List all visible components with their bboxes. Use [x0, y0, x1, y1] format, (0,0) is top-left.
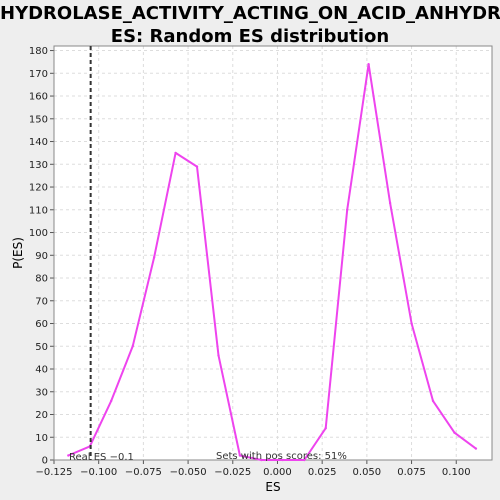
grid-lines [53, 46, 492, 461]
data-point [367, 62, 370, 66]
y-tick-label: 160 [29, 92, 48, 103]
data-point [217, 354, 220, 357]
y-tick-label: 90 [35, 251, 48, 262]
x-tick-label: 0.075 [397, 467, 426, 478]
y-tick-label: 180 [29, 46, 48, 57]
data-point [195, 165, 199, 168]
data-point [281, 458, 284, 462]
data-point [110, 399, 113, 403]
pos-scores-annotation: Sets with pos scores: 51% [216, 451, 347, 462]
data-point [303, 458, 306, 462]
data-point [346, 208, 349, 211]
y-tick-label: 110 [29, 205, 48, 216]
series-line [67, 63, 477, 461]
chart-title: HYDROLASE_ACTIVITY_ACTING_ON_ACID_ANHYDR… [0, 0, 500, 48]
data-point [431, 399, 435, 403]
y-tick-label: 170 [29, 69, 48, 80]
y-tick-label: 130 [29, 160, 48, 171]
data-point [474, 447, 478, 450]
y-tick-label: 80 [35, 274, 48, 285]
data-point [453, 431, 456, 434]
y-tick-label: 0 [42, 456, 48, 467]
y-tick-label: 50 [35, 342, 48, 353]
x-tick-label: −0.100 [80, 467, 117, 478]
data-point [174, 151, 177, 155]
plot-area [54, 46, 492, 460]
y-axis-label: P(ES) [11, 237, 25, 269]
y-tick-label: 150 [29, 114, 48, 125]
y-tick-label: 10 [35, 433, 48, 444]
data-point [67, 454, 70, 457]
x-tick-label: −0.075 [125, 467, 162, 478]
data-point [410, 322, 413, 325]
y-tick-label: 20 [35, 410, 48, 421]
x-tick-label: −0.050 [170, 467, 207, 478]
data-point [324, 427, 327, 430]
data-point [388, 201, 392, 205]
x-tick-label: −0.125 [35, 467, 72, 478]
x-axis-label: ES [265, 480, 280, 494]
x-tick-label: 0.100 [442, 467, 471, 478]
data-point [152, 256, 156, 259]
y-tick-label: 100 [29, 228, 48, 239]
data-point [260, 458, 263, 462]
x-tick-label: 0.000 [263, 467, 292, 478]
y-tick-label: 120 [29, 183, 48, 194]
y-tick-label: 70 [35, 296, 48, 307]
chart-title-line-1: HYDROLASE_ACTIVITY_ACTING_ON_ACID_ANHYDR… [0, 3, 500, 24]
data-point [238, 454, 242, 457]
data-point [131, 345, 134, 348]
x-tick-label: 0.025 [308, 467, 337, 478]
x-tick-label: 0.050 [353, 467, 382, 478]
y-tick-label: 140 [29, 137, 48, 148]
y-tick-label: 30 [35, 387, 48, 398]
tick-labels: 0 10 20 30 40 50 60 70 80 90 100 110 120 130 140 150 160… [29, 46, 471, 478]
x-tick-label: −0.025 [214, 467, 251, 478]
real-es-label: Real ES −0.1 [69, 452, 134, 463]
chart-title-line-2: ES: Random ES distribution [110, 26, 390, 47]
y-tick-label: 60 [35, 319, 48, 330]
y-tick-label: 40 [35, 365, 48, 376]
